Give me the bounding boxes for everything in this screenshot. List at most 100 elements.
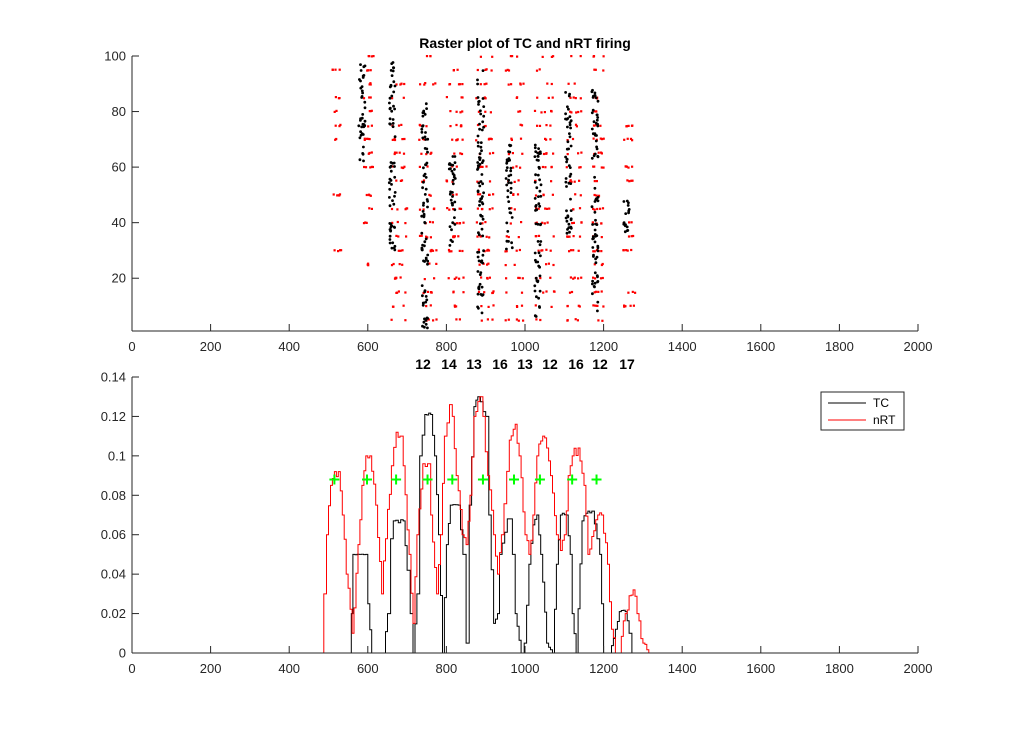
tc-spike-point <box>362 145 365 149</box>
nrt-spike-point <box>338 193 342 196</box>
nrt-spike-point <box>545 248 548 251</box>
nrt-spike-point <box>631 179 634 182</box>
x-tick-label: 400 <box>278 661 300 676</box>
cycle-count-label: 12 <box>542 356 558 372</box>
x-tick-label: 2000 <box>904 661 933 676</box>
nrt-spike-point <box>488 180 492 183</box>
nrt-spike-point <box>593 193 596 197</box>
tc-spike-point <box>420 284 424 287</box>
tc-spike-point <box>594 257 597 261</box>
tc-spike-point <box>591 282 594 286</box>
tc-spike-point <box>480 161 484 165</box>
tc-spike-point <box>393 194 396 198</box>
nrt-spike-point <box>504 264 507 267</box>
legend-tc-label: TC <box>873 396 889 410</box>
tc-spike-point <box>564 155 567 159</box>
tc-spike-point <box>505 158 509 162</box>
nrt-spike-point <box>458 277 461 280</box>
tc-spike-point <box>596 280 599 284</box>
tc-spike-point <box>536 151 540 155</box>
nrt-spike-point <box>568 180 572 183</box>
tc-spike-point <box>539 223 542 227</box>
x-tick-label: 1000 <box>511 339 540 354</box>
nrt-spike-point <box>572 208 575 211</box>
nrt-spike-point <box>573 276 576 279</box>
nrt-spike-point <box>511 55 514 58</box>
nrt-spike-point <box>519 166 522 169</box>
tc-spike-point <box>569 119 573 123</box>
nrt-spike-point <box>447 248 451 252</box>
x-tick-label: 800 <box>436 339 458 354</box>
y-tick-label: 0.08 <box>101 488 126 503</box>
tc-spike-point <box>533 155 537 159</box>
nrt-spike-point <box>488 137 491 140</box>
tc-spike-point <box>591 223 594 226</box>
tc-spike-point <box>569 217 573 221</box>
cycle-peak-marker <box>508 474 519 485</box>
tc-spike-point <box>481 217 485 221</box>
tc-spike-point <box>392 90 396 94</box>
nrt-spike-point <box>569 179 572 182</box>
tc-spike-point <box>421 301 425 305</box>
tc-spike-point <box>568 132 571 136</box>
tc-spike-point <box>482 191 485 195</box>
tc-spike-point <box>421 136 425 140</box>
nrt-spike-point <box>519 82 522 85</box>
tc-spike-point <box>476 141 480 144</box>
nrt-spike-point <box>536 124 539 127</box>
tc-spike-point <box>533 251 537 255</box>
nrt-spike-point <box>367 262 370 265</box>
tc-spike-point <box>363 119 367 123</box>
tc-spike-point <box>448 244 452 247</box>
nrt-spike-point <box>600 166 603 169</box>
nrt-spike-point <box>390 318 393 321</box>
tc-spike-point <box>476 166 480 170</box>
tc-spike-point <box>596 199 600 203</box>
tc-spike-point <box>592 285 596 288</box>
nrt-spike-point <box>631 290 634 293</box>
nrt-spike-point <box>419 124 422 127</box>
nrt-spike-point <box>568 235 571 238</box>
nrt-spike-point <box>626 249 629 252</box>
nrt-spike-point <box>509 55 512 58</box>
nrt-spike-point <box>401 138 404 141</box>
tc-spike-point <box>595 134 598 137</box>
tc-spike-point <box>453 208 457 212</box>
nrt-spike-point <box>488 276 491 279</box>
nrt-spike-point <box>435 249 438 252</box>
tc-spike-point <box>477 259 481 263</box>
tc-spike-point <box>539 183 543 187</box>
nrt-spike-point <box>368 207 371 210</box>
y-tick-label: 0.12 <box>101 409 126 424</box>
tc-spike-point <box>591 237 595 241</box>
nrt-spike-point <box>485 165 488 168</box>
tc-spike-point <box>477 100 480 104</box>
nrt-spike-point <box>422 291 425 295</box>
tc-spike-point <box>426 150 429 154</box>
nrt-spike-point <box>458 249 461 252</box>
nrt-spike-point <box>600 222 603 225</box>
nrt-spike-point <box>425 235 428 238</box>
nrt-spike-point <box>476 207 479 210</box>
nrt-spike-point <box>517 110 520 113</box>
tc-spike-point <box>388 101 391 105</box>
nrt-spike-point <box>570 111 573 114</box>
tc-spike-point <box>476 270 480 273</box>
tc-spike-point <box>359 133 363 137</box>
tc-spike-point <box>388 106 392 110</box>
nrt-spike-point <box>594 68 597 71</box>
cycle-peak-marker <box>567 474 578 485</box>
tc-spike-point <box>451 195 454 198</box>
nrt-spike-point <box>580 276 583 279</box>
tc-spike-point <box>357 124 361 128</box>
legend-nrt-label: nRT <box>873 413 896 427</box>
tc-spike-point <box>509 166 513 170</box>
nrt-spike-point <box>631 124 634 127</box>
tc-spike-point <box>451 182 455 186</box>
nrt-spike-point <box>518 248 521 252</box>
nrt-spike-point <box>484 124 487 128</box>
y-tick-label: 60 <box>112 160 126 175</box>
nrt-spike-point <box>520 221 523 224</box>
x-tick-label: 1000 <box>511 661 540 676</box>
y-tick-label: 0.06 <box>101 527 126 542</box>
